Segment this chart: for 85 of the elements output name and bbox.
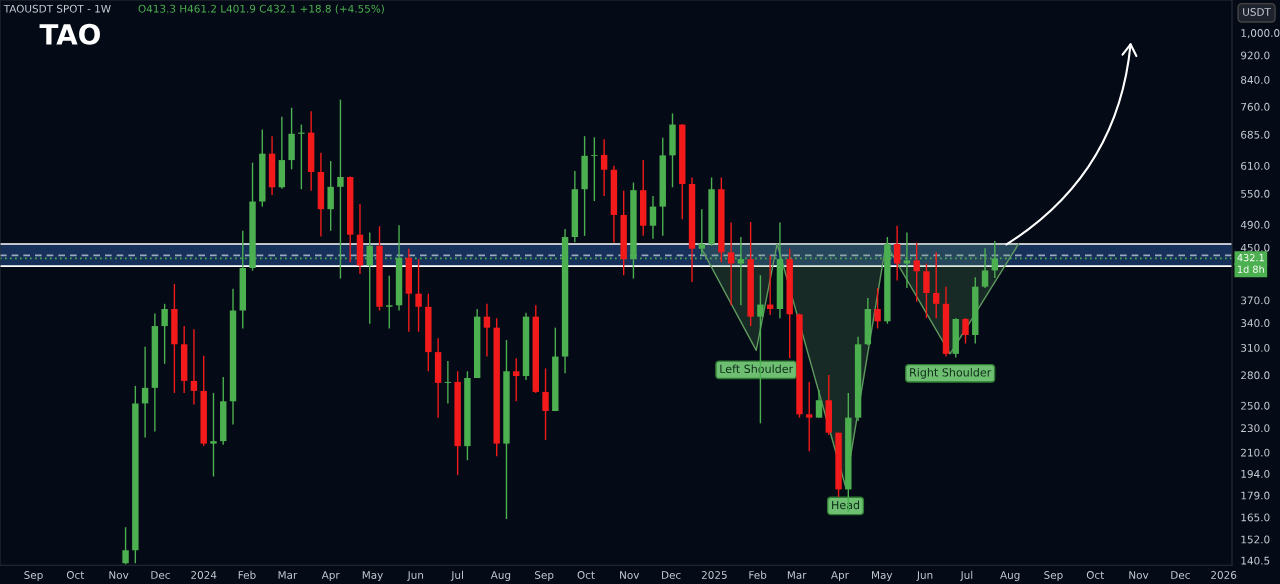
candlestick xyxy=(737,236,745,306)
y-tick-label: 194.0 xyxy=(1241,469,1270,478)
candlestick xyxy=(874,287,881,330)
candlestick xyxy=(483,303,491,358)
y-tick-label: 370.0 xyxy=(1241,296,1270,305)
y-tick-label: 152.0 xyxy=(1241,535,1270,544)
y-tick-label: 210.0 xyxy=(1241,448,1270,457)
y-tick-label: 310.0 xyxy=(1241,343,1270,352)
candlestick xyxy=(933,251,940,319)
y-tick-label: 840.0 xyxy=(1241,75,1270,84)
candlestick xyxy=(600,138,608,197)
x-tick-label: Aug xyxy=(1000,571,1020,581)
candlestick xyxy=(698,208,706,257)
candlestick xyxy=(727,221,735,306)
x-tick-label: Sep xyxy=(535,571,554,581)
x-tick-label: Oct xyxy=(1086,571,1105,579)
chart-subtitle: TAOUSDT SPOT - 1W xyxy=(3,4,111,13)
x-tick-label: Oct xyxy=(66,571,85,579)
candlestick xyxy=(415,258,422,333)
x-tick-label: Sep xyxy=(1044,571,1063,581)
x-tick-label: Nov xyxy=(109,571,129,579)
x-tick-label: Nov xyxy=(620,571,640,579)
y-tick-label: 340.0 xyxy=(1241,319,1270,327)
x-tick-label: 2026 xyxy=(1211,571,1237,579)
y-axis-title: USDT xyxy=(1243,7,1271,16)
x-tick-label: Nov xyxy=(1129,571,1149,579)
x-tick-label: Apr xyxy=(831,571,849,581)
candlestick xyxy=(893,225,901,282)
y-tick-label: 610.0 xyxy=(1241,161,1270,170)
x-tick-label: Apr xyxy=(321,571,340,581)
y-tick-label: 140.5 xyxy=(1241,556,1270,565)
y-tick-label: 230.0 xyxy=(1241,424,1270,433)
annotation: Right Shoulder xyxy=(910,367,992,379)
candlestick xyxy=(161,303,168,365)
y-tick-label: 550.0 xyxy=(1241,189,1270,198)
y-tick-label: 179.0 xyxy=(1241,491,1270,500)
candlestick xyxy=(815,389,823,419)
x-tick-label: Feb xyxy=(749,570,767,579)
candlestick xyxy=(444,360,452,405)
y-tick-label: 760.0 xyxy=(1241,102,1270,111)
text: 1d 8h xyxy=(1238,265,1264,273)
candlestick xyxy=(141,346,149,439)
x-tick-label: Mar xyxy=(278,571,298,579)
candlestick xyxy=(806,381,813,452)
y-tick-label: 490.0 xyxy=(1240,220,1270,229)
y-tick-label: 1,000.0 xyxy=(1241,29,1280,39)
x-tick-label: Aug xyxy=(490,571,511,581)
x-tick-label: Dec xyxy=(151,571,170,579)
y-tick-label: 450.0 xyxy=(1240,243,1270,252)
candlestick xyxy=(190,328,198,406)
x-tick-label: 2024 xyxy=(191,571,217,579)
candlestick xyxy=(327,160,334,232)
x-tick-label: Dec xyxy=(662,571,681,579)
annotation: O413.3 H461.2 L401.9 C432.1 +18.8 (+4.55%) xyxy=(138,4,384,14)
ref-line-label: 432.1 xyxy=(1237,253,1264,262)
x-tick-label: Feb xyxy=(238,570,256,579)
candlestick xyxy=(513,357,520,402)
y-tick-label: 920.0 xyxy=(1240,51,1270,60)
x-tick-label: 2025 xyxy=(701,571,727,579)
x-tick-label: Dec xyxy=(1171,571,1190,579)
x-tick-label: Jul xyxy=(960,570,973,581)
x-tick-label: Jun xyxy=(407,571,424,581)
annotation: Left Shoulder xyxy=(720,364,794,374)
y-tick-label: 280.0 xyxy=(1241,371,1270,380)
candlestick xyxy=(122,526,129,566)
candlestick xyxy=(210,392,217,478)
candlestick xyxy=(591,136,598,202)
x-tick-label: Mar xyxy=(787,571,807,579)
y-tick-label: 250.0 xyxy=(1241,401,1270,410)
annotation: Head xyxy=(832,500,860,510)
y-tick-label: 165.0 xyxy=(1241,513,1270,522)
candlestick xyxy=(649,195,657,240)
x-tick-label: Sep xyxy=(24,571,43,581)
candlestick xyxy=(923,262,930,319)
candlestick xyxy=(542,367,549,441)
x-tick-label: Jul xyxy=(450,570,463,581)
x-tick-label: Oct xyxy=(577,571,595,579)
x-tick-label: May xyxy=(872,571,893,581)
candlestick xyxy=(386,275,393,330)
x-tick-label: May xyxy=(362,571,383,581)
candlestick xyxy=(962,317,969,345)
x-tick-label: Jun xyxy=(916,571,933,581)
y-tick-label: 685.0 xyxy=(1241,130,1270,139)
candlestick xyxy=(913,242,920,303)
text: TAO xyxy=(39,23,100,45)
